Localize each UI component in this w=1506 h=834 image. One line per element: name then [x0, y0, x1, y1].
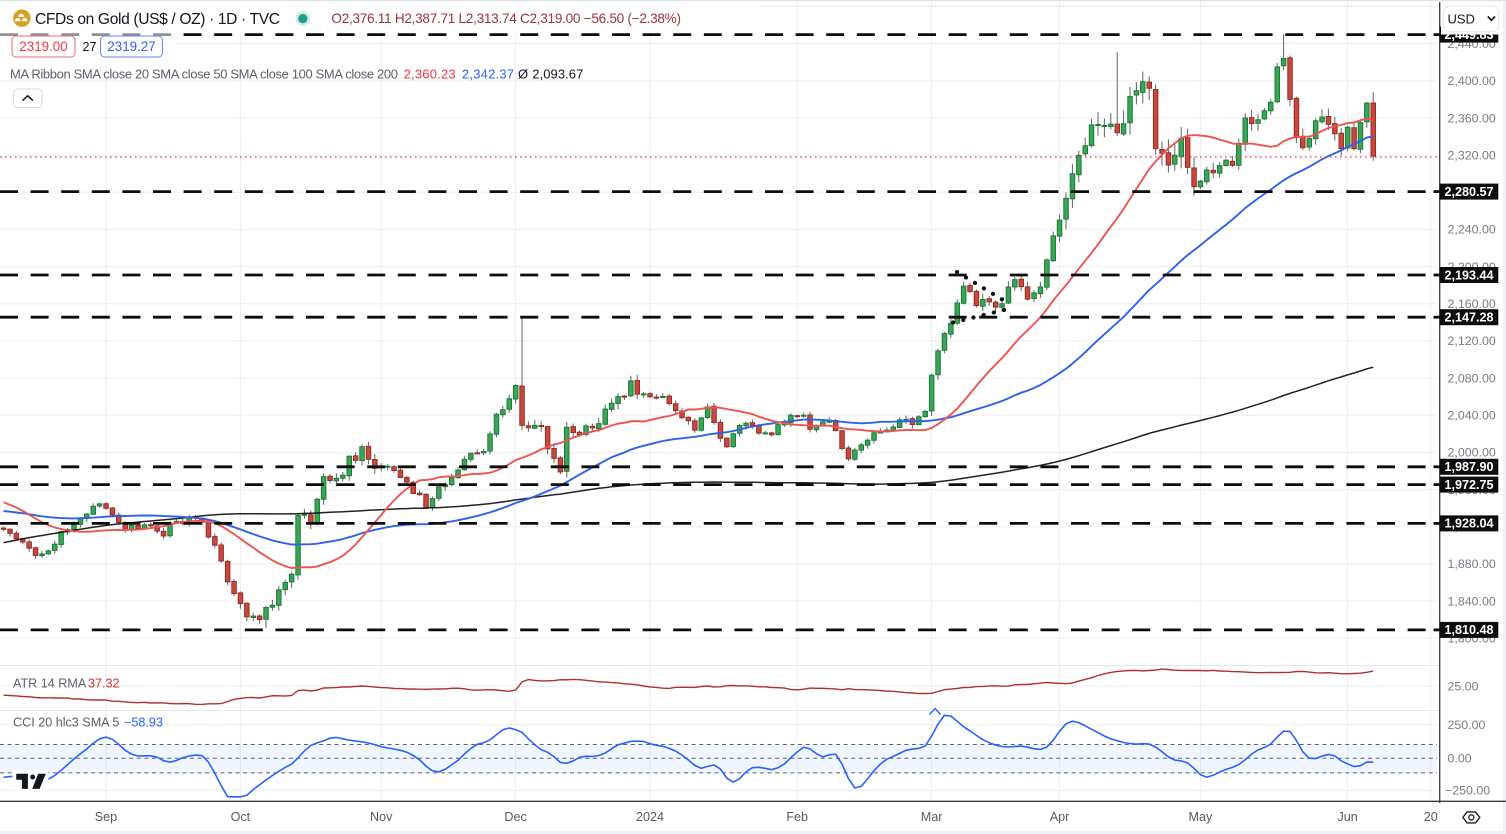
svg-text:−250.00: −250.00: [1445, 784, 1490, 798]
svg-text:USD: USD: [1448, 11, 1475, 26]
svg-text:2319.00: 2319.00: [19, 39, 67, 54]
svg-text:2319.27: 2319.27: [107, 39, 155, 54]
svg-text:2,342.37: 2,342.37: [462, 67, 514, 82]
svg-text:CFDs on Gold (US$ / OZ) · 1D ·: CFDs on Gold (US$ / OZ) · 1D · TVC: [35, 11, 280, 28]
svg-text:2,360.23: 2,360.23: [404, 67, 456, 82]
svg-text:2,360.00: 2,360.00: [1448, 111, 1496, 125]
svg-text:MA Ribbon SMA close 20 SMA clo: MA Ribbon SMA close 20 SMA close 50 SMA …: [10, 67, 398, 82]
svg-text:ATR 14 RMA: ATR 14 RMA: [13, 677, 87, 691]
svg-text:Nov: Nov: [370, 810, 393, 824]
svg-text:2,400.00: 2,400.00: [1448, 74, 1496, 88]
svg-text:1,987.90: 1,987.90: [1444, 460, 1493, 474]
svg-text:Apr: Apr: [1050, 810, 1070, 824]
svg-text:2,080.00: 2,080.00: [1448, 371, 1496, 385]
svg-text:O2,376.11 H2,387.71 L2,313.74: O2,376.11 H2,387.71 L2,313.74 C2,319.00 …: [331, 11, 681, 26]
svg-text:2,280.57: 2,280.57: [1444, 185, 1493, 199]
svg-text:1,972.75: 1,972.75: [1444, 478, 1493, 492]
svg-text:1,928.04: 1,928.04: [1444, 517, 1493, 531]
svg-text:2024: 2024: [636, 810, 664, 824]
svg-text:20: 20: [1424, 810, 1438, 824]
svg-text:2,120.00: 2,120.00: [1448, 334, 1496, 348]
svg-text:37.32: 37.32: [88, 677, 120, 691]
svg-text:2,193.44: 2,193.44: [1444, 268, 1493, 282]
svg-text:Ø: Ø: [518, 67, 528, 82]
svg-text:1,880.00: 1,880.00: [1448, 557, 1496, 571]
svg-text:May: May: [1189, 810, 1213, 824]
svg-text:2,147.28: 2,147.28: [1444, 311, 1493, 325]
svg-text:1,840.00: 1,840.00: [1448, 594, 1496, 608]
svg-text:−58.93: −58.93: [124, 716, 163, 730]
svg-text:Sep: Sep: [95, 810, 117, 824]
svg-text:CCI 20 hlc3 SMA 5: CCI 20 hlc3 SMA 5: [13, 716, 119, 730]
svg-text:1,810.48: 1,810.48: [1444, 623, 1493, 637]
svg-text:27: 27: [83, 40, 97, 54]
svg-text:250.00: 250.00: [1448, 718, 1486, 732]
svg-text:2,320.00: 2,320.00: [1448, 148, 1496, 162]
svg-text:Jun: Jun: [1337, 810, 1357, 824]
svg-text:25.00: 25.00: [1448, 679, 1479, 693]
svg-text:0.00: 0.00: [1448, 752, 1472, 766]
svg-text:2,093.67: 2,093.67: [532, 67, 583, 82]
svg-text:Dec: Dec: [504, 810, 526, 824]
svg-text:2,000.00: 2,000.00: [1448, 446, 1496, 460]
svg-text:Mar: Mar: [921, 810, 943, 824]
svg-text:Feb: Feb: [786, 810, 808, 824]
svg-text:2,040.00: 2,040.00: [1448, 409, 1496, 423]
svg-text:Oct: Oct: [231, 810, 251, 824]
svg-text:2,240.00: 2,240.00: [1448, 223, 1496, 237]
svg-text:2,160.00: 2,160.00: [1448, 297, 1496, 311]
